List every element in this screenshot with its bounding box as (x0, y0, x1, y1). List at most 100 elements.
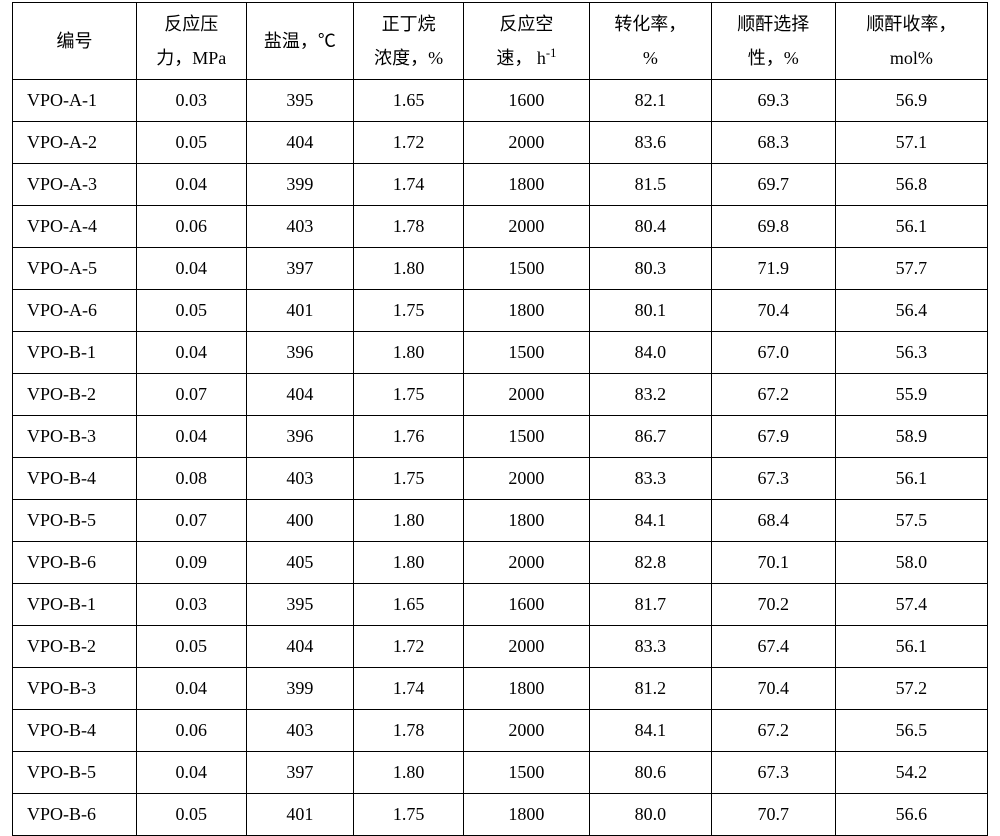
data-table: 编号反应压力，MPa盐温，℃正丁烷浓度，%反应空速， h-1转化率，%顺酐选择性… (12, 2, 988, 836)
cell-conversion: 81.7 (589, 584, 711, 626)
cell-yield: 56.5 (835, 710, 987, 752)
cell-selectivity: 67.2 (711, 374, 835, 416)
cell-salt_temp: 404 (246, 626, 354, 668)
cell-yield: 56.9 (835, 80, 987, 122)
col-header-id: 编号 (13, 3, 137, 80)
cell-pressure: 0.05 (136, 626, 246, 668)
cell-yield: 55.9 (835, 374, 987, 416)
cell-pressure: 0.09 (136, 542, 246, 584)
cell-space_velocity: 1800 (463, 794, 589, 836)
cell-conversion: 81.2 (589, 668, 711, 710)
table-header: 编号反应压力，MPa盐温，℃正丁烷浓度，%反应空速， h-1转化率，%顺酐选择性… (13, 3, 988, 80)
cell-pressure: 0.06 (136, 710, 246, 752)
cell-pressure: 0.07 (136, 374, 246, 416)
cell-id: VPO-A-4 (13, 206, 137, 248)
cell-selectivity: 70.4 (711, 668, 835, 710)
cell-space_velocity: 2000 (463, 710, 589, 752)
cell-space_velocity: 1500 (463, 752, 589, 794)
cell-pressure: 0.03 (136, 584, 246, 626)
cell-salt_temp: 397 (246, 752, 354, 794)
cell-salt_temp: 403 (246, 458, 354, 500)
cell-space_velocity: 1800 (463, 164, 589, 206)
table-row: VPO-B-40.084031.75200083.367.356.1 (13, 458, 988, 500)
table-body: VPO-A-10.033951.65160082.169.356.9VPO-A-… (13, 80, 988, 836)
cell-conversion: 81.5 (589, 164, 711, 206)
cell-butane_conc: 1.72 (354, 626, 464, 668)
cell-selectivity: 71.9 (711, 248, 835, 290)
cell-selectivity: 69.8 (711, 206, 835, 248)
table-row: VPO-B-30.043991.74180081.270.457.2 (13, 668, 988, 710)
cell-salt_temp: 396 (246, 416, 354, 458)
cell-space_velocity: 2000 (463, 542, 589, 584)
cell-butane_conc: 1.72 (354, 122, 464, 164)
table-row: VPO-B-60.054011.75180080.070.756.6 (13, 794, 988, 836)
cell-butane_conc: 1.75 (354, 794, 464, 836)
cell-yield: 57.4 (835, 584, 987, 626)
cell-conversion: 80.6 (589, 752, 711, 794)
cell-pressure: 0.04 (136, 164, 246, 206)
cell-id: VPO-B-4 (13, 710, 137, 752)
col-header-conversion: 转化率，% (589, 3, 711, 80)
table-row: VPO-B-60.094051.80200082.870.158.0 (13, 542, 988, 584)
cell-id: VPO-A-5 (13, 248, 137, 290)
cell-selectivity: 67.3 (711, 752, 835, 794)
cell-space_velocity: 1500 (463, 332, 589, 374)
cell-pressure: 0.05 (136, 290, 246, 332)
table-row: VPO-A-40.064031.78200080.469.856.1 (13, 206, 988, 248)
cell-salt_temp: 404 (246, 122, 354, 164)
col-header-selectivity: 顺酐选择性，% (711, 3, 835, 80)
cell-selectivity: 69.7 (711, 164, 835, 206)
cell-space_velocity: 1600 (463, 584, 589, 626)
table-row: VPO-B-10.043961.80150084.067.056.3 (13, 332, 988, 374)
table-row: VPO-B-20.054041.72200083.367.456.1 (13, 626, 988, 668)
cell-space_velocity: 1800 (463, 668, 589, 710)
table-row: VPO-B-50.043971.80150080.667.354.2 (13, 752, 988, 794)
cell-selectivity: 70.7 (711, 794, 835, 836)
cell-pressure: 0.04 (136, 416, 246, 458)
cell-yield: 56.3 (835, 332, 987, 374)
cell-id: VPO-B-4 (13, 458, 137, 500)
cell-id: VPO-B-6 (13, 542, 137, 584)
table-row: VPO-B-20.074041.75200083.267.255.9 (13, 374, 988, 416)
cell-space_velocity: 2000 (463, 374, 589, 416)
cell-butane_conc: 1.80 (354, 752, 464, 794)
cell-space_velocity: 2000 (463, 626, 589, 668)
cell-butane_conc: 1.80 (354, 542, 464, 584)
cell-conversion: 82.8 (589, 542, 711, 584)
cell-space_velocity: 2000 (463, 206, 589, 248)
table-row: VPO-A-10.033951.65160082.169.356.9 (13, 80, 988, 122)
cell-salt_temp: 401 (246, 794, 354, 836)
cell-conversion: 84.1 (589, 710, 711, 752)
cell-yield: 56.4 (835, 290, 987, 332)
col-header-butane_conc: 正丁烷浓度，% (354, 3, 464, 80)
table-row: VPO-B-10.033951.65160081.770.257.4 (13, 584, 988, 626)
table-row: VPO-A-60.054011.75180080.170.456.4 (13, 290, 988, 332)
cell-conversion: 80.4 (589, 206, 711, 248)
cell-conversion: 80.1 (589, 290, 711, 332)
cell-selectivity: 69.3 (711, 80, 835, 122)
cell-id: VPO-A-1 (13, 80, 137, 122)
cell-selectivity: 70.2 (711, 584, 835, 626)
cell-salt_temp: 395 (246, 80, 354, 122)
cell-salt_temp: 399 (246, 164, 354, 206)
table-row: VPO-B-50.074001.80180084.168.457.5 (13, 500, 988, 542)
cell-salt_temp: 405 (246, 542, 354, 584)
cell-selectivity: 70.1 (711, 542, 835, 584)
cell-pressure: 0.03 (136, 80, 246, 122)
cell-id: VPO-A-3 (13, 164, 137, 206)
cell-id: VPO-B-5 (13, 752, 137, 794)
cell-salt_temp: 399 (246, 668, 354, 710)
cell-yield: 57.1 (835, 122, 987, 164)
table-row: VPO-A-20.054041.72200083.668.357.1 (13, 122, 988, 164)
cell-yield: 57.2 (835, 668, 987, 710)
cell-conversion: 86.7 (589, 416, 711, 458)
cell-conversion: 83.3 (589, 626, 711, 668)
cell-conversion: 84.0 (589, 332, 711, 374)
cell-butane_conc: 1.80 (354, 500, 464, 542)
cell-salt_temp: 401 (246, 290, 354, 332)
table-row: VPO-B-30.043961.76150086.767.958.9 (13, 416, 988, 458)
cell-conversion: 83.6 (589, 122, 711, 164)
cell-butane_conc: 1.80 (354, 332, 464, 374)
cell-selectivity: 70.4 (711, 290, 835, 332)
cell-id: VPO-A-2 (13, 122, 137, 164)
